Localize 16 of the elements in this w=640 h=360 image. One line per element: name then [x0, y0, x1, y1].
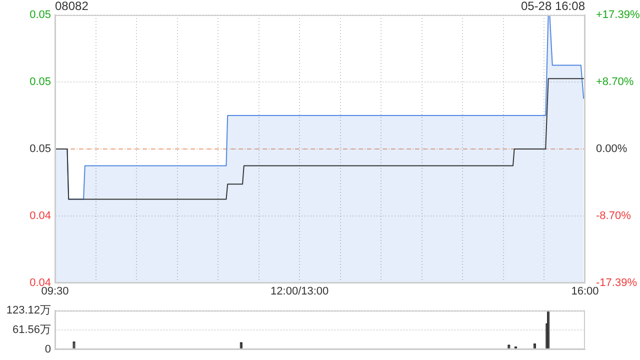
text: 05-28 16:08	[520, 0, 585, 13]
y-tick-label: 0	[44, 343, 51, 356]
y2-tick-label: -8.70%	[596, 210, 632, 222]
y-tick-label: 0.05	[30, 9, 51, 22]
y-tick-label: 61.56万	[12, 324, 51, 336]
y2-tick-label: 0.00%	[596, 143, 628, 156]
y-tick-label: 0.05	[30, 143, 51, 156]
x-tick-label: 12:00/13:00	[270, 286, 329, 298]
chart-title: 08082	[55, 0, 88, 13]
x-tick-label: 09:30	[41, 286, 69, 298]
y-tick-label: 123.12万	[6, 304, 51, 317]
y-tick-label: 0.05	[30, 76, 51, 88]
x-tick-label: 16:00	[571, 286, 599, 298]
y2-tick-label: +8.70%	[596, 76, 634, 88]
y-tick-label: 0.04	[30, 210, 51, 222]
y2-tick-label: +17.39%	[596, 9, 640, 22]
